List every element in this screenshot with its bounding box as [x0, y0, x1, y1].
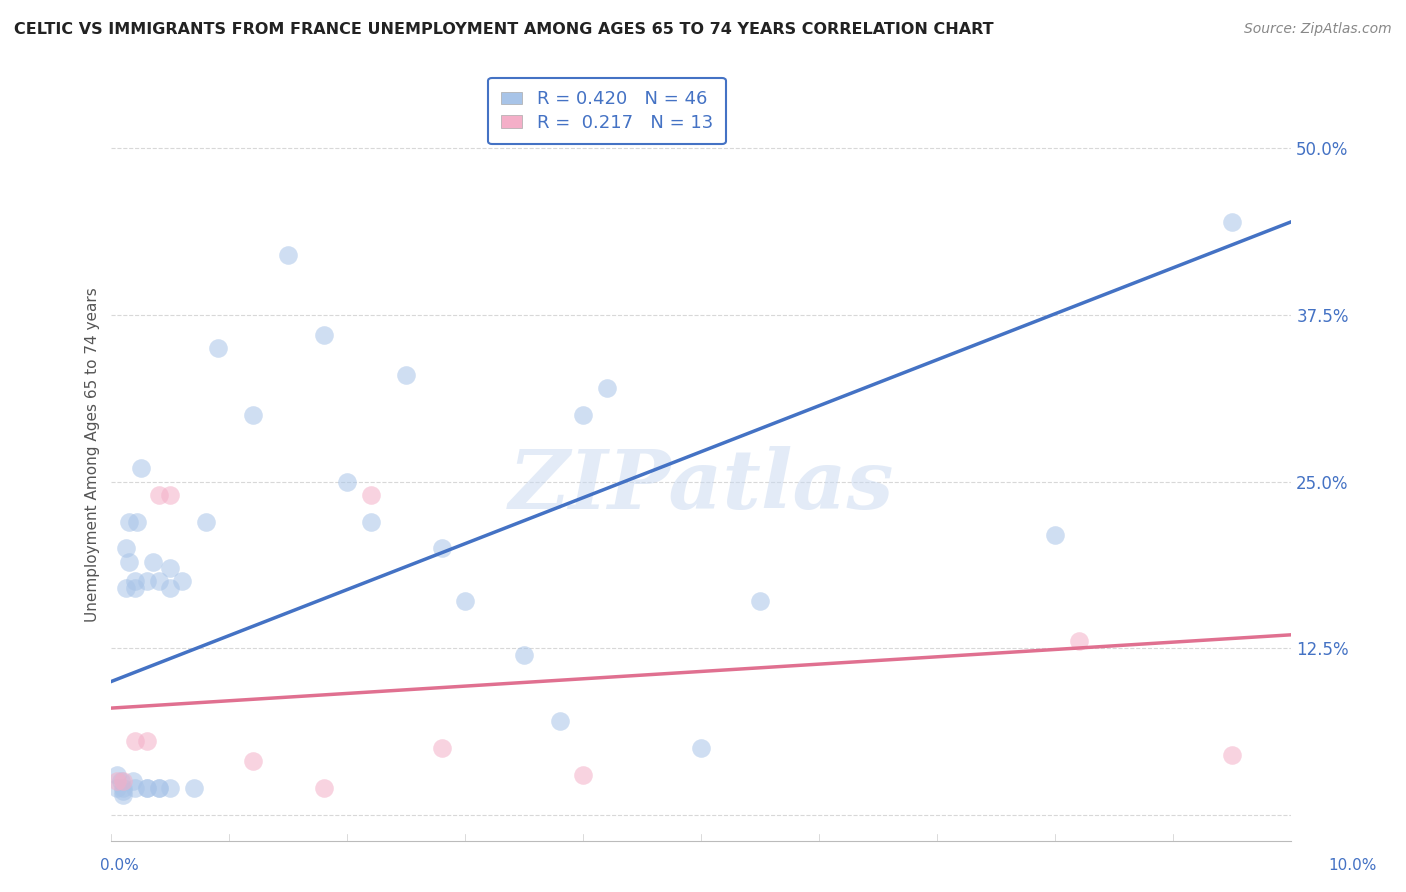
Point: [112, 788, 135, 802]
Point: [148, 780, 170, 795]
Point: [148, 574, 170, 589]
Point: [159, 561, 181, 575]
Point: [596, 381, 619, 395]
Point: [142, 554, 165, 568]
Point: [172, 574, 194, 589]
Text: Source: ZipAtlas.com: Source: ZipAtlas.com: [1244, 22, 1392, 37]
Point: [360, 488, 382, 502]
Point: [430, 741, 453, 756]
Point: [105, 767, 128, 781]
Point: [112, 774, 135, 789]
Point: [159, 488, 181, 502]
Point: [430, 541, 453, 556]
Point: [124, 734, 146, 748]
Point: [135, 780, 157, 795]
Point: [121, 774, 143, 789]
Point: [312, 328, 335, 343]
Point: [548, 714, 571, 729]
Point: [148, 488, 170, 502]
Point: [124, 581, 146, 595]
Text: CELTIC VS IMMIGRANTS FROM FRANCE UNEMPLOYMENT AMONG AGES 65 TO 74 YEARS CORRELAT: CELTIC VS IMMIGRANTS FROM FRANCE UNEMPLO…: [14, 22, 994, 37]
Point: [118, 515, 141, 529]
Point: [105, 780, 128, 795]
Point: [105, 774, 128, 789]
Point: [124, 574, 146, 589]
Point: [1220, 747, 1243, 762]
Y-axis label: Unemployment Among Ages 65 to 74 years: Unemployment Among Ages 65 to 74 years: [86, 287, 100, 623]
Point: [690, 741, 713, 756]
Point: [572, 408, 595, 422]
Point: [395, 368, 418, 382]
Point: [112, 783, 135, 797]
Point: [114, 581, 136, 595]
Point: [194, 515, 217, 529]
Point: [312, 780, 335, 795]
Point: [336, 475, 359, 489]
Point: [159, 780, 181, 795]
Point: [129, 461, 152, 475]
Point: [112, 780, 135, 795]
Point: [183, 780, 205, 795]
Point: [513, 648, 536, 662]
Point: [135, 734, 157, 748]
Point: [277, 248, 299, 262]
Point: [1067, 634, 1090, 648]
Point: [127, 515, 149, 529]
Point: [114, 541, 136, 556]
Point: [118, 554, 141, 568]
Point: [242, 408, 264, 422]
Point: [454, 594, 477, 608]
Point: [207, 342, 229, 356]
Point: [135, 780, 157, 795]
Point: [148, 780, 170, 795]
Text: ZIPatlas: ZIPatlas: [509, 446, 894, 525]
Text: 10.0%: 10.0%: [1329, 858, 1376, 872]
Point: [159, 581, 181, 595]
Point: [1045, 528, 1067, 542]
Point: [135, 574, 157, 589]
Point: [242, 755, 264, 769]
Point: [572, 767, 595, 781]
Point: [124, 780, 146, 795]
Text: 0.0%: 0.0%: [100, 858, 139, 872]
Point: [749, 594, 772, 608]
Point: [110, 774, 132, 789]
Point: [1220, 215, 1243, 229]
Point: [360, 515, 382, 529]
Legend: R = 0.420   N = 46, R =  0.217   N = 13: R = 0.420 N = 46, R = 0.217 N = 13: [488, 78, 725, 145]
